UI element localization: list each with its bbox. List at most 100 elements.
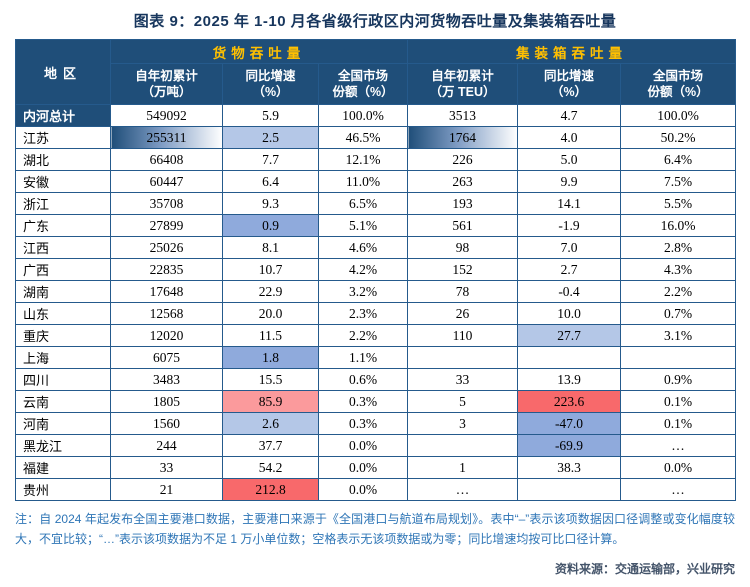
data-cell: 13.9 [517,368,621,391]
data-cell: 6075 [110,346,223,369]
table-row: 黑龙江 244 37.7 0.0% -69.9… [15,434,737,457]
region-cell: 重庆 [15,324,111,347]
region-cell: 上海 [15,346,111,369]
data-cell [517,346,621,369]
region-cell: 湖北 [15,148,111,171]
region-cell: 河南 [15,412,111,435]
data-cell: -69.9 [517,434,621,457]
data-cell: 5.1% [318,214,408,237]
table-row: 云南 1805 85.9 0.3% 5 223.6 0.1% [15,390,737,413]
data-cell: 2.2% [318,324,408,347]
data-cell: 0.0% [619,456,737,479]
region-cell: 山东 [15,302,111,325]
data-cell: 0.0% [318,478,408,501]
data-cell: 22835 [110,258,223,281]
data-cell: 33 [407,368,518,391]
data-cell: 1805 [110,390,223,413]
data-cell: 255311 [110,126,223,149]
data-cell [619,346,737,369]
data-cell: 0.9 [222,214,319,237]
container-share-header: 全国市场 份额（%） [619,63,737,105]
data-cell: 1.1% [318,346,408,369]
data-cell: 54.2 [222,456,319,479]
data-cell: 1764 [407,126,518,149]
cargo-yoy-header: 同比增速 （%） [222,63,319,105]
data-cell: 27899 [110,214,223,237]
data-cell [407,434,518,457]
region-cell: 黑龙江 [15,434,111,457]
data-cell: 6.4 [222,170,319,193]
data-cell: 4.2% [318,258,408,281]
region-cell: 江西 [15,236,111,259]
data-cell: 2.2% [619,280,737,303]
table-row: 广东 27899 0.9 5.1% 561 -1.9 16.0% [15,214,737,237]
data-cell: 6.5% [318,192,408,215]
table-row: 江西 25026 8.1 4.6% 98 7.0 2.8% [15,236,737,259]
data-cell [407,346,518,369]
data-cell: 5 [407,390,518,413]
data-cell: 1.8 [222,346,319,369]
data-cell: 8.1 [222,236,319,259]
data-cell: 85.9 [222,390,319,413]
data-cell: 5.9 [222,104,319,127]
data-cell: 7.5% [619,170,737,193]
region-cell: 江苏 [15,126,111,149]
data-cell: -47.0 [517,412,621,435]
table-row: 浙江 35708 9.3 6.5% 193 14.1 5.5% [15,192,737,215]
table-row: 四川 3483 15.5 0.6% 33 13.9 0.9% [15,368,737,391]
data-cell: 110 [407,324,518,347]
region-cell: 福建 [15,456,111,479]
container-group-header: 集装箱吞吐量 [406,39,737,64]
data-cell: 22.9 [222,280,319,303]
data-cell: 15.5 [222,368,319,391]
data-cell: 46.5% [318,126,408,149]
data-cell: 17648 [110,280,223,303]
cargo-group-header: 货物吞吐量 [110,39,408,64]
data-cell: 3 [407,412,518,435]
data-cell: 12020 [110,324,223,347]
table-row: 河南 1560 2.6 0.3% 3 -47.0 0.1% [15,412,737,435]
data-cell: 12.1% [318,148,408,171]
data-cell: -0.4 [517,280,621,303]
data-cell: 2.5 [222,126,319,149]
data-cell: 60447 [110,170,223,193]
data-cell: 14.1 [517,192,621,215]
data-cell: 4.0 [517,126,621,149]
data-cell: 100.0% [318,104,408,127]
data-cell: 3.2% [318,280,408,303]
data-cell: 25026 [110,236,223,259]
region-cell: 广西 [15,258,111,281]
data-cell: 193 [407,192,518,215]
region-cell: 贵州 [15,478,111,501]
data-cell: 7.7 [222,148,319,171]
cargo-cumulative-header: 自年初累计 （万吨） [110,63,223,105]
table-row: 重庆 12020 11.5 2.2% 110 27.7 3.1% [15,324,737,347]
data-cell: 549092 [110,104,223,127]
figure-title: 图表 9：2025 年 1-10 月各省级行政区内河货物吞吐量及集装箱吞吐量 [133,13,617,30]
data-cell: 9.9 [517,170,621,193]
region-cell: 内河总计 [15,104,111,127]
region-cell: 云南 [15,390,111,413]
table-row: 广西 22835 10.7 4.2% 152 2.7 4.3% [15,258,737,281]
data-cell: 0.7% [619,302,737,325]
table-body: 内河总计 549092 5.9 100.0% 3513 4.7 100.0% 江苏 255311… [15,104,737,501]
data-cell: 78 [407,280,518,303]
data-cell: 4.7 [517,104,621,127]
region-cell: 四川 [15,368,111,391]
group-header-row: 地区 货物吞吐量 集装箱吞吐量 [15,39,737,105]
data-cell: 2.6 [222,412,319,435]
data-cell: 20.0 [222,302,319,325]
data-cell: 7.0 [517,236,621,259]
data-cell: 0.9% [619,368,737,391]
table-row: 江苏 255311 2.5 46.5% 1764 4.0 50.2% [15,126,737,149]
data-cell: 100.0% [619,104,737,127]
data-cell: 0.0% [318,434,408,457]
data-cell: 37.7 [222,434,319,457]
footnote: 注：自 2024 年起发布全国主要港口数据，主要港口来源于《全国港口与航道布局规… [15,512,735,546]
data-cell: 0.1% [619,390,737,413]
data-cell: 2.3% [318,302,408,325]
data-cell: 0.3% [318,412,408,435]
data-cell: … [619,434,737,457]
data-cell: … [619,478,737,501]
